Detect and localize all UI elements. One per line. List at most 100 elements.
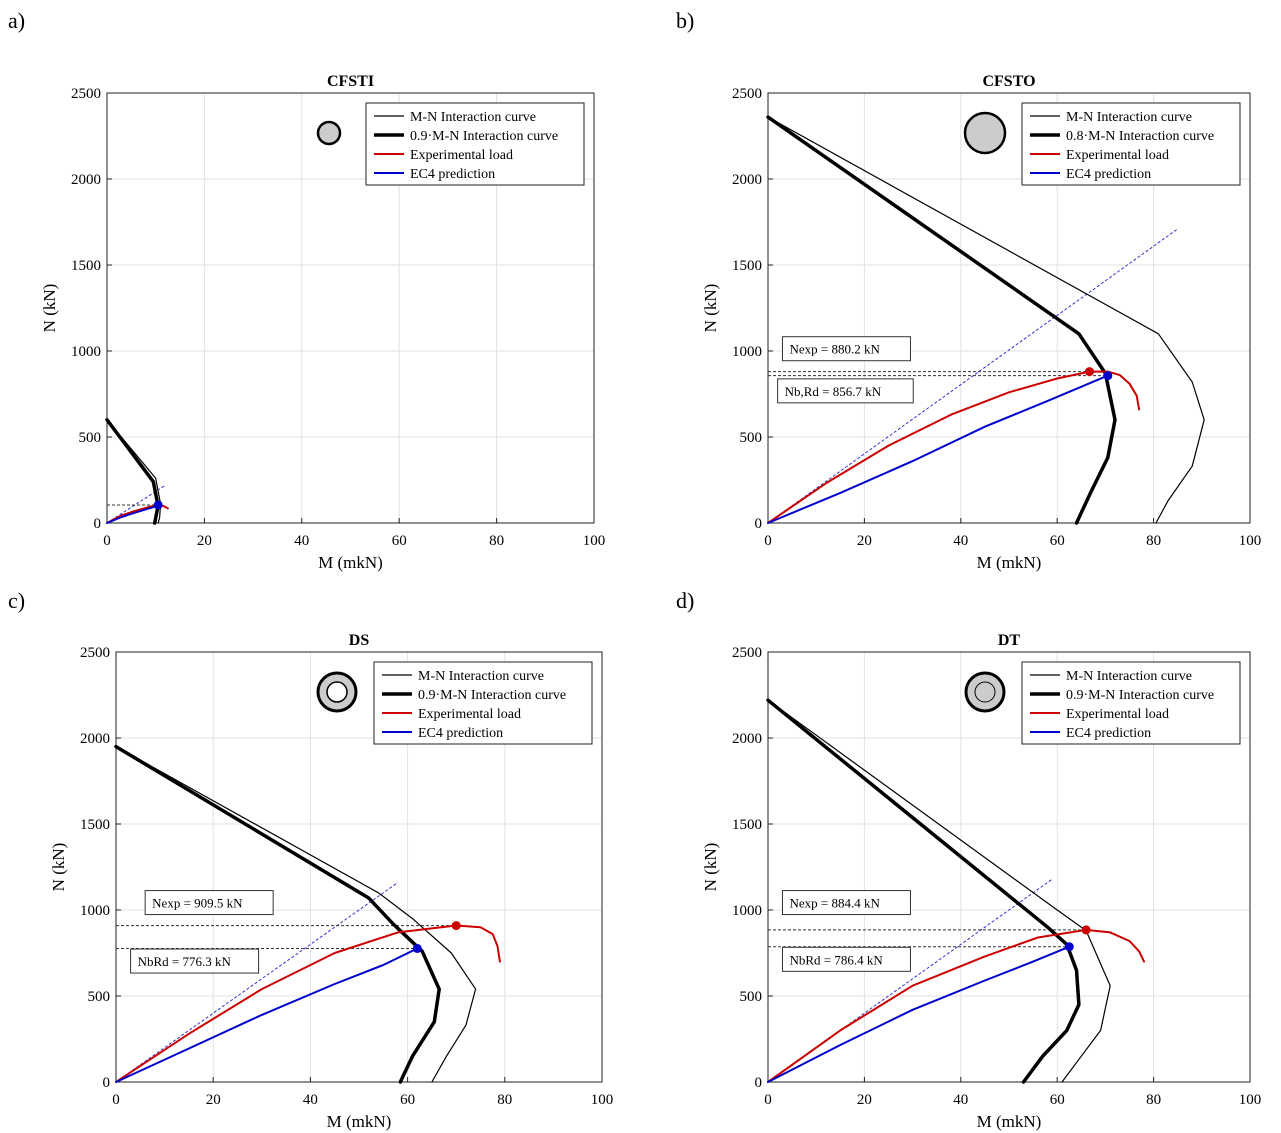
series-line-2 bbox=[767, 370, 1141, 524]
legend-entry: EC4 prediction bbox=[1066, 167, 1151, 182]
data-point bbox=[1064, 942, 1074, 952]
annotation-box bbox=[781, 336, 911, 362]
x-tick-label: 100 bbox=[1239, 533, 1262, 549]
y-tick-label: 2000 bbox=[732, 731, 762, 747]
y-tick-label: 0 bbox=[103, 1075, 111, 1091]
panel-label-b: b) bbox=[676, 8, 695, 33]
legend-entry: 0.9·M-N Interaction curve bbox=[1066, 688, 1214, 703]
legend-entry: Experimental load bbox=[1066, 148, 1169, 163]
legend-box bbox=[1021, 102, 1241, 186]
section-icon bbox=[964, 671, 1006, 713]
x-tick-label: 20 bbox=[857, 533, 872, 549]
plot-area bbox=[767, 651, 1251, 1083]
section-icon bbox=[963, 111, 1007, 155]
annotation-text: Nexp = 884.4 kN bbox=[789, 896, 880, 911]
series-line-0 bbox=[115, 745, 477, 1083]
series-line-0 bbox=[767, 699, 1111, 1083]
x-tick-label: 100 bbox=[583, 533, 606, 549]
y-tick-label: 1500 bbox=[71, 258, 101, 274]
x-tick-label: 0 bbox=[103, 533, 111, 549]
y-tick-label: 1500 bbox=[80, 817, 110, 833]
plot-area bbox=[106, 92, 595, 524]
x-tick-label: 60 bbox=[1050, 533, 1065, 549]
chart-title: CFSTI bbox=[327, 73, 374, 90]
x-tick-label: 60 bbox=[392, 533, 407, 549]
chart-title: CFSTO bbox=[982, 73, 1035, 90]
y-tick-label: 500 bbox=[740, 430, 763, 446]
x-tick-label: 20 bbox=[206, 1092, 221, 1108]
x-tick-label: 0 bbox=[764, 533, 772, 549]
x-tick-label: 60 bbox=[1050, 1092, 1065, 1108]
legend-entry: M-N Interaction curve bbox=[1066, 669, 1192, 684]
reference-dashed-line bbox=[767, 228, 1178, 524]
x-tick-label: 40 bbox=[294, 533, 309, 549]
data-point bbox=[1103, 371, 1113, 381]
x-axis-label: M (mkN) bbox=[977, 553, 1042, 572]
annotation-text: NbRd = 776.3 kN bbox=[138, 954, 232, 969]
legend-entry: 0.8·M-N Interaction curve bbox=[1066, 129, 1214, 144]
y-tick-label: 1000 bbox=[732, 903, 762, 919]
x-tick-label: 20 bbox=[197, 533, 212, 549]
y-tick-label: 1000 bbox=[80, 903, 110, 919]
legend-box bbox=[373, 661, 593, 745]
x-tick-label: 0 bbox=[112, 1092, 120, 1108]
legend-entry: M-N Interaction curve bbox=[1066, 110, 1192, 125]
section-icon bbox=[316, 120, 342, 146]
annotation-text: NbRd = 786.4 kN bbox=[789, 952, 883, 967]
x-tick-label: 0 bbox=[764, 1092, 772, 1108]
y-tick-label: 2500 bbox=[71, 86, 101, 102]
x-tick-label: 40 bbox=[953, 533, 968, 549]
y-tick-label: 2500 bbox=[732, 645, 762, 661]
legend-entry: EC4 prediction bbox=[1066, 726, 1151, 741]
annotation-text: Nexp = 880.2 kN bbox=[789, 342, 880, 357]
y-tick-label: 2000 bbox=[71, 172, 101, 188]
annotation-text: Nexp = 909.5 kN bbox=[152, 896, 243, 911]
y-axis-label: N (kN) bbox=[701, 284, 720, 333]
legend-entry: EC4 prediction bbox=[418, 726, 503, 741]
legend-box bbox=[1021, 661, 1241, 745]
series-line-2 bbox=[106, 503, 169, 524]
series-line-3 bbox=[106, 504, 160, 524]
y-tick-label: 1000 bbox=[732, 344, 762, 360]
annotation-box bbox=[777, 378, 914, 404]
panel-label-a: a) bbox=[8, 8, 26, 33]
legend-entry: Experimental load bbox=[418, 707, 521, 722]
y-tick-label: 500 bbox=[79, 430, 102, 446]
reference-dashed-line bbox=[767, 878, 1053, 1083]
x-tick-label: 60 bbox=[400, 1092, 415, 1108]
legend-entry: M-N Interaction curve bbox=[410, 110, 536, 125]
annotation-box bbox=[781, 946, 911, 972]
section-inner-tube bbox=[974, 681, 996, 703]
reference-dashed-line bbox=[115, 882, 399, 1083]
y-tick-label: 500 bbox=[740, 989, 763, 1005]
series-line-3 bbox=[767, 374, 1109, 524]
y-tick-label: 500 bbox=[88, 989, 111, 1005]
annotation-box bbox=[130, 948, 260, 974]
annotation-box bbox=[781, 890, 911, 916]
panel-label-c: c) bbox=[8, 588, 26, 613]
annotation-text: Nb,Rd = 856.7 kN bbox=[785, 384, 882, 399]
legend-entry: Experimental load bbox=[410, 148, 513, 163]
series-line-1 bbox=[114, 744, 441, 1084]
plot-area bbox=[767, 92, 1251, 524]
section-inner-hole bbox=[326, 681, 348, 703]
plot-area bbox=[115, 651, 603, 1083]
y-tick-label: 0 bbox=[755, 516, 763, 532]
chart-title: DT bbox=[998, 632, 1021, 649]
y-tick-label: 1500 bbox=[732, 258, 762, 274]
legend-entry: M-N Interaction curve bbox=[418, 669, 544, 684]
x-axis-label: M (mkN) bbox=[318, 553, 383, 572]
series-line-1 bbox=[766, 115, 1117, 525]
series-line-2 bbox=[115, 924, 501, 1083]
y-axis-label: N (kN) bbox=[40, 284, 59, 333]
legend-entry: EC4 prediction bbox=[410, 167, 495, 182]
x-tick-label: 20 bbox=[857, 1092, 872, 1108]
panel-label-d: d) bbox=[676, 588, 695, 613]
annotation-box bbox=[144, 890, 274, 916]
data-point bbox=[153, 500, 163, 510]
